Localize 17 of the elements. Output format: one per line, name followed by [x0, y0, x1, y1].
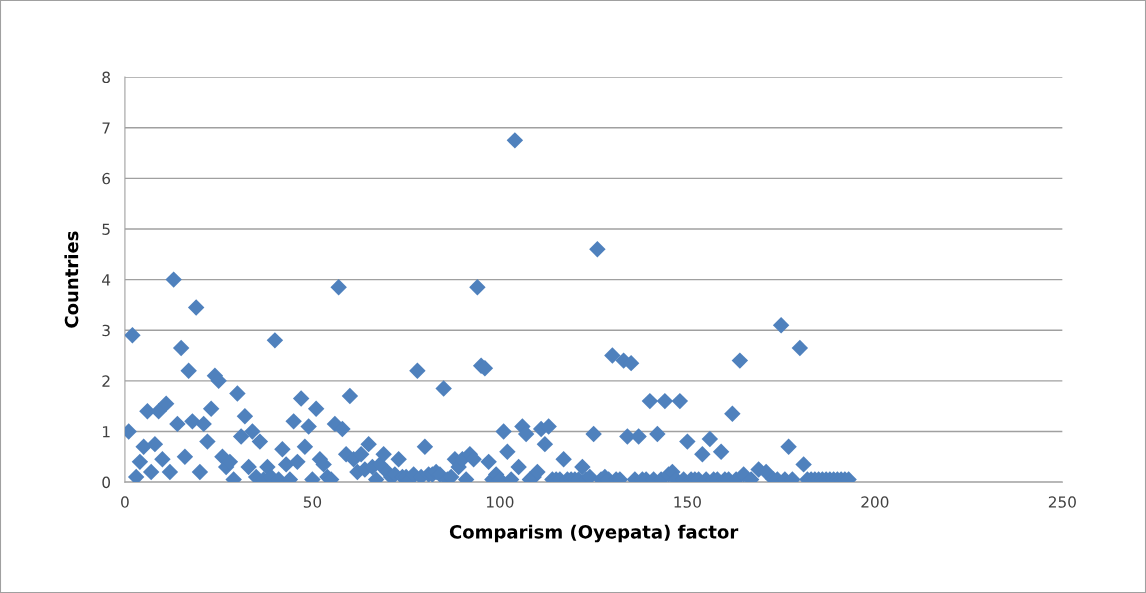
y-tick-label: 7 — [102, 122, 110, 134]
x-axis-title: Comparism (Oyepata) factor — [449, 524, 739, 543]
y-axis-title: Countries — [64, 231, 79, 328]
y-tick-label: 2 — [102, 375, 110, 387]
x-tick-label: 50 — [303, 496, 322, 508]
y-tick-label: 8 — [102, 71, 110, 84]
x-tick-label: 0 — [121, 496, 129, 508]
x-tick-label: 100 — [486, 496, 514, 508]
y-tick-label: 5 — [102, 223, 110, 235]
x-tick-label: 200 — [861, 496, 889, 508]
y-tick-label: 0 — [102, 476, 111, 489]
y-tick-label: 3 — [102, 324, 110, 337]
y-tick-label: 6 — [102, 172, 111, 185]
x-tick-label: 250 — [1048, 496, 1076, 508]
y-tick-label: 1 — [102, 426, 110, 438]
x-tick-label: 150 — [674, 496, 701, 508]
y-tick-label: 4 — [102, 274, 111, 286]
